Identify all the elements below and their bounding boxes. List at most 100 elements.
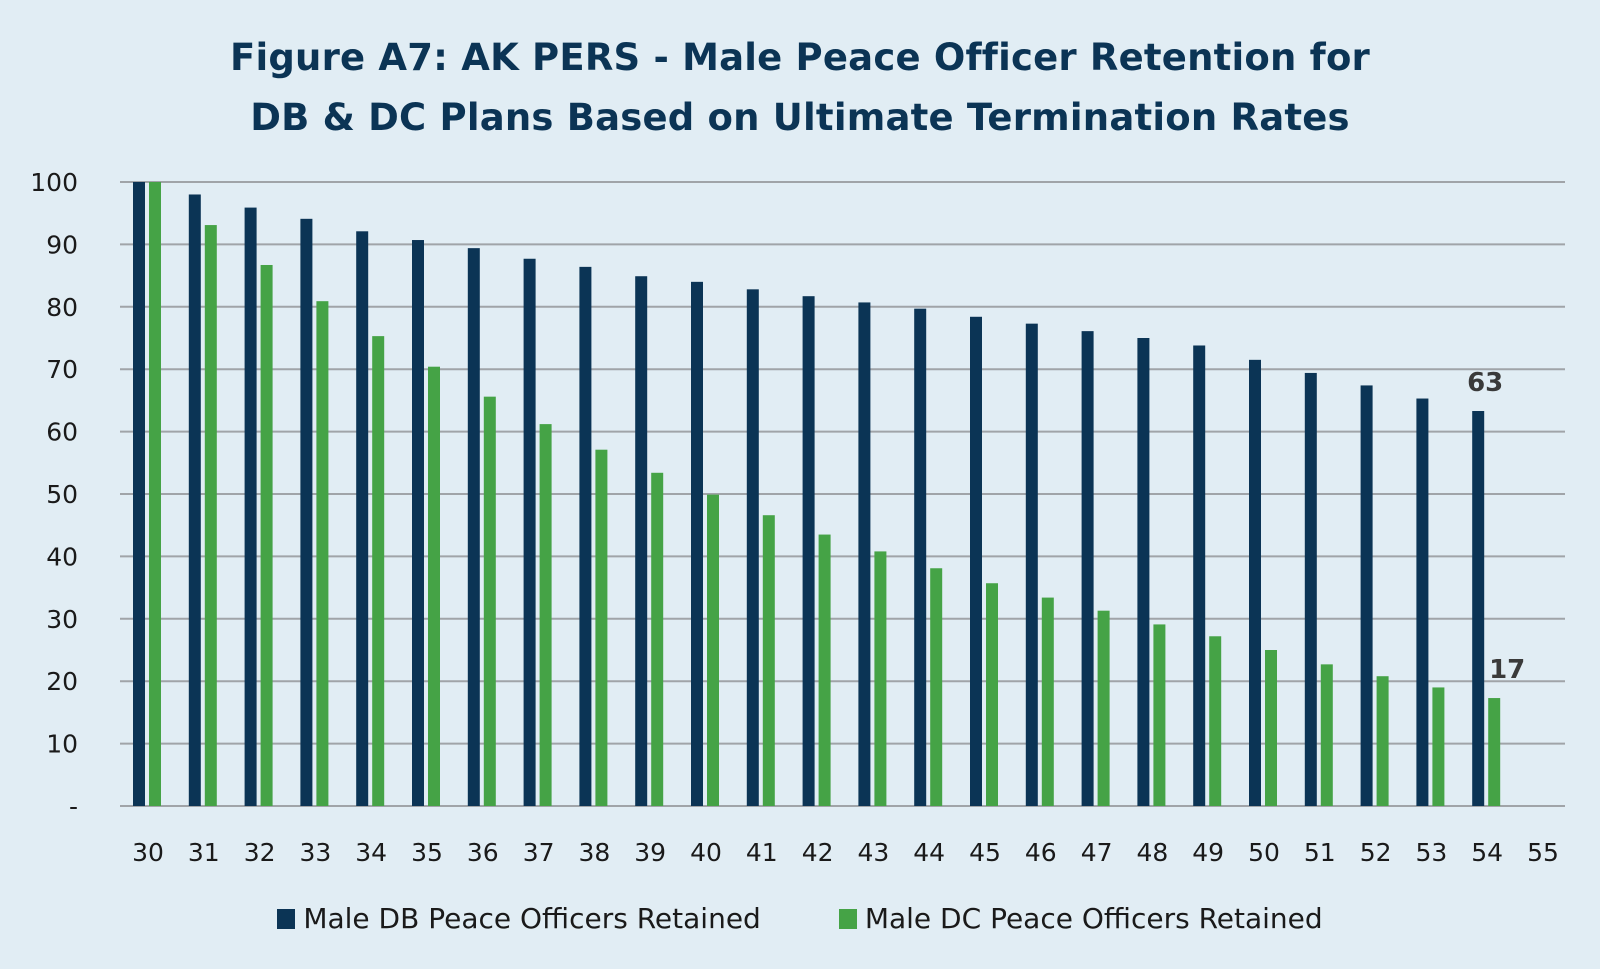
bar-dc	[1041, 597, 1054, 806]
bar-dc	[372, 336, 385, 806]
y-tick-label: 40	[46, 542, 78, 571]
x-axis-ticks: 30 31 32 33 34 35 36 37 38 39 40 41 42 43 44 45 46 47 48 49…	[132, 838, 1559, 867]
legend-label-db: Male DB Peace Officers Retained	[303, 902, 761, 935]
title-line-2: DB & DC Plans Based on Ultimate Terminat…	[250, 96, 1350, 139]
title-line-1: Figure A7: AK PERS - Male Peace Officer …	[0, 28, 1600, 88]
y-tick-label: 90	[46, 230, 78, 259]
bar-db	[356, 231, 369, 806]
bar-db	[467, 248, 480, 807]
bar-db	[188, 194, 201, 807]
bar-dc	[707, 494, 719, 806]
bar-dc	[651, 472, 664, 806]
bar-dc	[1432, 687, 1445, 806]
x-tick-label: 43	[857, 838, 889, 867]
bar-db	[1025, 323, 1038, 806]
y-tick-label: 50	[46, 480, 78, 509]
legend: Male DB Peace Officers Retained Male DC …	[0, 902, 1600, 935]
y-axis-ticks: - 10 20 30 40 50 60 70 80 90 100	[30, 168, 78, 821]
bar-db	[1472, 411, 1485, 806]
bar-dc	[149, 182, 161, 806]
bar-db	[970, 316, 982, 806]
bar-dc	[595, 449, 608, 806]
data-label-dc: 17	[1489, 655, 1525, 685]
x-tick-label: 46	[1025, 838, 1057, 867]
bar-dc	[1265, 650, 1277, 806]
title-text-1: AK PERS - Male Peace Officer Retention f…	[461, 36, 1371, 79]
bar-dc	[1097, 610, 1110, 806]
bar-dc	[539, 424, 552, 806]
legend-item-dc: Male DC Peace Officers Retained	[838, 902, 1323, 935]
y-tick-label: 60	[46, 418, 78, 447]
bar-dc	[204, 225, 217, 806]
y-tick-label: 100	[30, 168, 78, 197]
x-tick-label: 53	[1415, 838, 1447, 867]
legend-item-db: Male DB Peace Officers Retained	[277, 902, 761, 935]
legend-swatch-db	[277, 908, 296, 929]
figure-label: Figure A7:	[229, 36, 449, 79]
bar-db	[1193, 345, 1206, 806]
bar-db	[244, 207, 257, 807]
x-tick-label: 40	[690, 838, 722, 867]
y-tick-label: 80	[46, 293, 78, 322]
bar-dc	[316, 301, 329, 806]
bar-db	[579, 266, 592, 806]
y-tick-label: 20	[46, 667, 78, 696]
bar-dc	[1320, 664, 1333, 806]
x-tick-label: 31	[188, 838, 220, 867]
bar-dc	[428, 366, 440, 806]
gridlines	[120, 181, 1565, 807]
x-tick-label: 54	[1471, 838, 1503, 867]
bar-dc	[1376, 676, 1389, 806]
bar-dc	[260, 264, 273, 806]
bar-dc	[762, 515, 775, 806]
x-tick-label: 44	[913, 838, 945, 867]
bar-db	[133, 182, 145, 806]
x-tick-label: 49	[1192, 838, 1224, 867]
x-tick-label: 38	[578, 838, 610, 867]
bar-db	[1416, 398, 1429, 806]
bar-dc	[1488, 698, 1501, 806]
x-tick-label: 55	[1527, 838, 1559, 867]
chart-title: Figure A7: AK PERS - Male Peace Officer …	[0, 28, 1600, 148]
data-label-db: 63	[1467, 368, 1503, 398]
bar-db	[746, 289, 759, 806]
x-tick-label: 37	[523, 838, 555, 867]
bars	[133, 182, 1501, 807]
x-tick-label: 41	[746, 838, 778, 867]
x-tick-label: 35	[411, 838, 443, 867]
bar-db	[1304, 372, 1317, 806]
bar-db	[412, 240, 424, 807]
bar-dc	[483, 396, 496, 806]
y-tick-label: 70	[46, 355, 78, 384]
bar-dc	[986, 583, 998, 806]
x-tick-label: 51	[1304, 838, 1336, 867]
x-tick-label: 48	[1136, 838, 1168, 867]
legend-swatch-dc	[838, 908, 857, 929]
bar-db	[802, 296, 815, 806]
bar-dc	[1153, 624, 1166, 806]
bar-db	[1249, 359, 1261, 806]
y-tick-label: -	[69, 792, 78, 821]
x-tick-label: 32	[244, 838, 276, 867]
legend-label-dc: Male DC Peace Officers Retained	[864, 902, 1323, 935]
bar-db	[914, 308, 927, 806]
bar-db	[1137, 338, 1150, 806]
bar-db	[691, 281, 703, 807]
x-tick-label: 30	[132, 838, 164, 867]
x-tick-label: 47	[1081, 838, 1113, 867]
bar-db	[300, 218, 313, 807]
bar-db	[1360, 385, 1373, 806]
bar-dc	[818, 534, 831, 806]
x-tick-label: 50	[1248, 838, 1280, 867]
x-tick-label: 52	[1360, 838, 1392, 867]
bar-db	[858, 302, 871, 806]
bar-dc	[1209, 636, 1222, 806]
bar-db	[523, 258, 536, 806]
x-tick-label: 45	[969, 838, 1001, 867]
data-labels: 63 17	[1467, 368, 1525, 685]
y-tick-label: 10	[46, 730, 78, 759]
x-tick-label: 33	[299, 838, 331, 867]
x-tick-label: 42	[802, 838, 834, 867]
bar-db	[635, 276, 648, 806]
